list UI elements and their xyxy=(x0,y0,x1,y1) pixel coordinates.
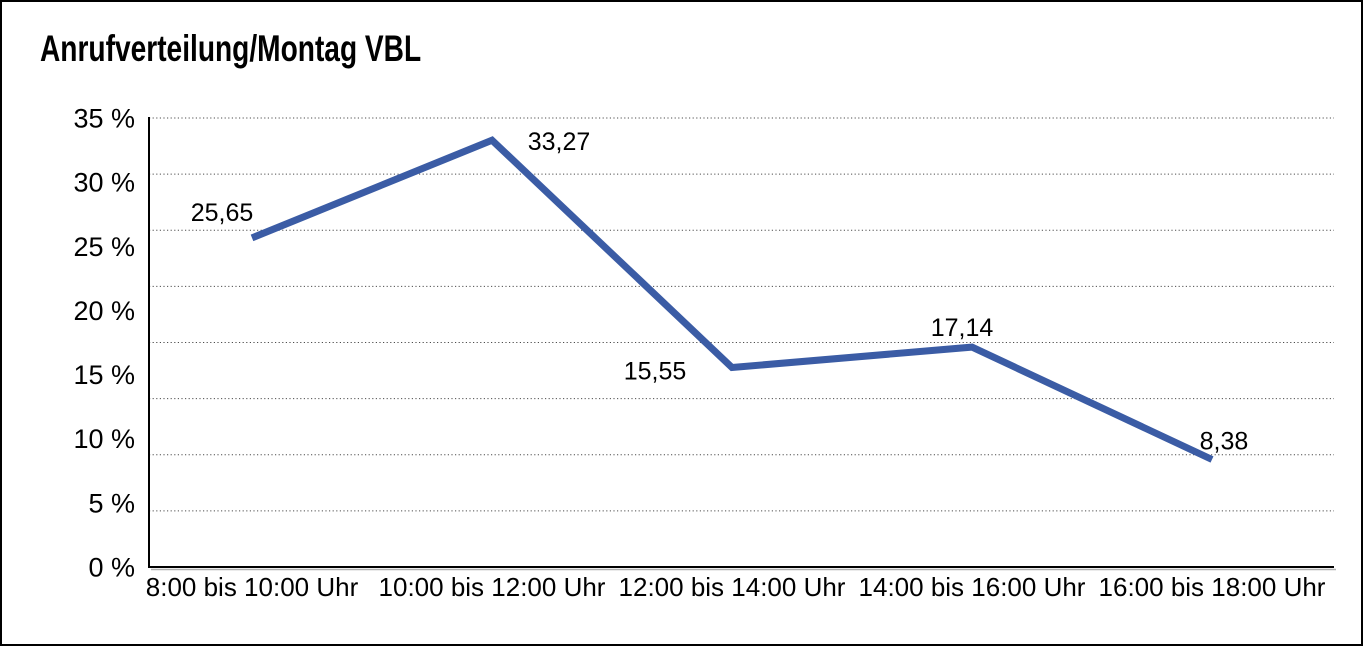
y-tick-label: 10 % xyxy=(73,424,135,454)
data-point-label: 17,14 xyxy=(931,314,994,342)
x-category-label: 10:00 bis 12:00 Uhr xyxy=(379,572,606,602)
data-line xyxy=(250,136,1214,463)
y-tick-label: 5 % xyxy=(88,488,135,518)
x-category-label: 12:00 bis 14:00 Uhr xyxy=(619,572,846,602)
y-tick-label: 25 % xyxy=(73,232,135,262)
data-point-label: 25,65 xyxy=(191,199,254,227)
data-point-label: 15,55 xyxy=(624,358,687,386)
y-tick-label: 30 % xyxy=(73,168,135,198)
x-category-label: 16:00 bis 18:00 Uhr xyxy=(1099,572,1326,602)
y-tick-label: 35 % xyxy=(73,104,135,134)
y-tick-label: 20 % xyxy=(73,296,135,326)
chart-title: Anrufverteilung/Montag VBL xyxy=(40,28,422,69)
y-tick-label: 0 % xyxy=(88,553,135,583)
x-category-label: 14:00 bis 16:00 Uhr xyxy=(859,572,1086,602)
y-tick-label: 15 % xyxy=(73,360,135,390)
data-point-label: 8,38 xyxy=(1200,427,1249,455)
x-category-label: 8:00 bis 10:00 Uhr xyxy=(146,572,359,602)
data-point-label: 33,27 xyxy=(528,128,591,156)
